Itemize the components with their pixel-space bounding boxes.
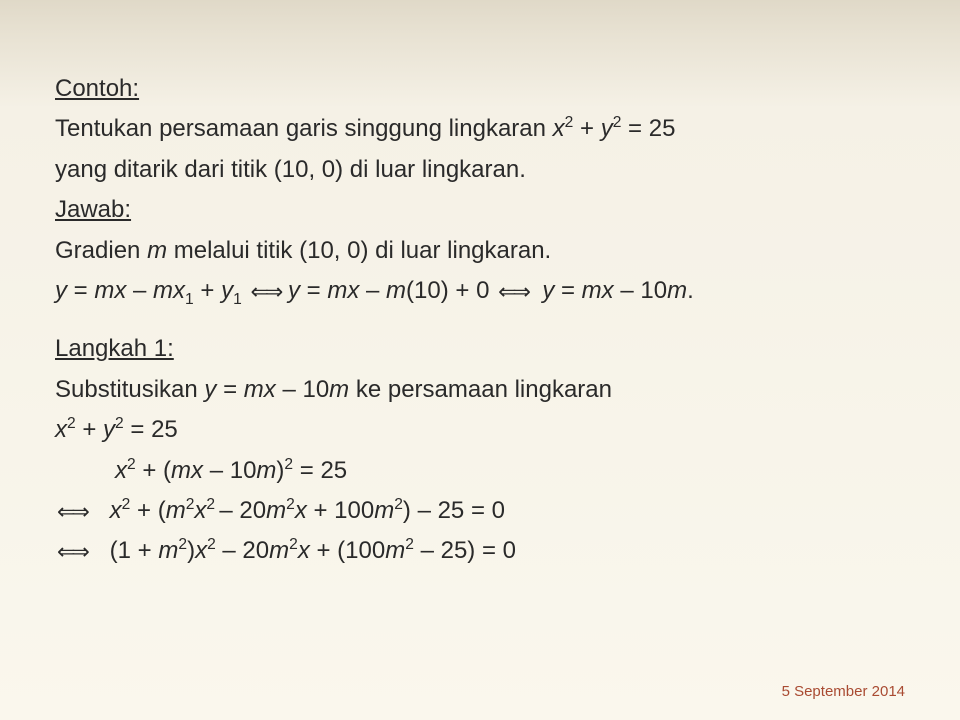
iff-icon: ⇐⇒ [57, 494, 86, 529]
slide-date: 5 September 2014 [782, 683, 905, 700]
step1-line-1: Substitusikan y = mx – 10m ke persamaan … [55, 371, 905, 409]
equation-line-y: y = mx – mx1 + y1 ⇐⇒ y = mx – m(10) + 0 … [55, 272, 905, 310]
iff-icon: ⇐⇒ [498, 274, 527, 309]
iff-icon: ⇐⇒ [57, 534, 86, 569]
step1-line-3: x2 + (mx – 10m)2 = 25 [55, 452, 905, 490]
answer-heading: Jawab: [55, 191, 905, 229]
step1-line-2: x2 + y2 = 25 [55, 411, 905, 449]
step1-line-4: ⇐⇒ x2 + (m2x2 – 20m2x + 100m2) – 25 = 0 [55, 492, 905, 530]
example-heading: Contoh: [55, 70, 905, 108]
problem-line-2: yang ditarik dari titik (10, 0) di luar … [55, 151, 905, 189]
problem-line-1: Tentukan persamaan garis singgung lingka… [55, 110, 905, 148]
gradient-line: Gradien m melalui titik (10, 0) di luar … [55, 232, 905, 270]
iff-icon: ⇐⇒ [250, 274, 279, 309]
step1-line-5: ⇐⇒ (1 + m2)x2 – 20m2x + (100m2 – 25) = 0 [55, 532, 905, 570]
slide-body: Contoh: Tentukan persamaan garis singgun… [0, 0, 960, 571]
step1-heading: Langkah 1: [55, 330, 905, 368]
